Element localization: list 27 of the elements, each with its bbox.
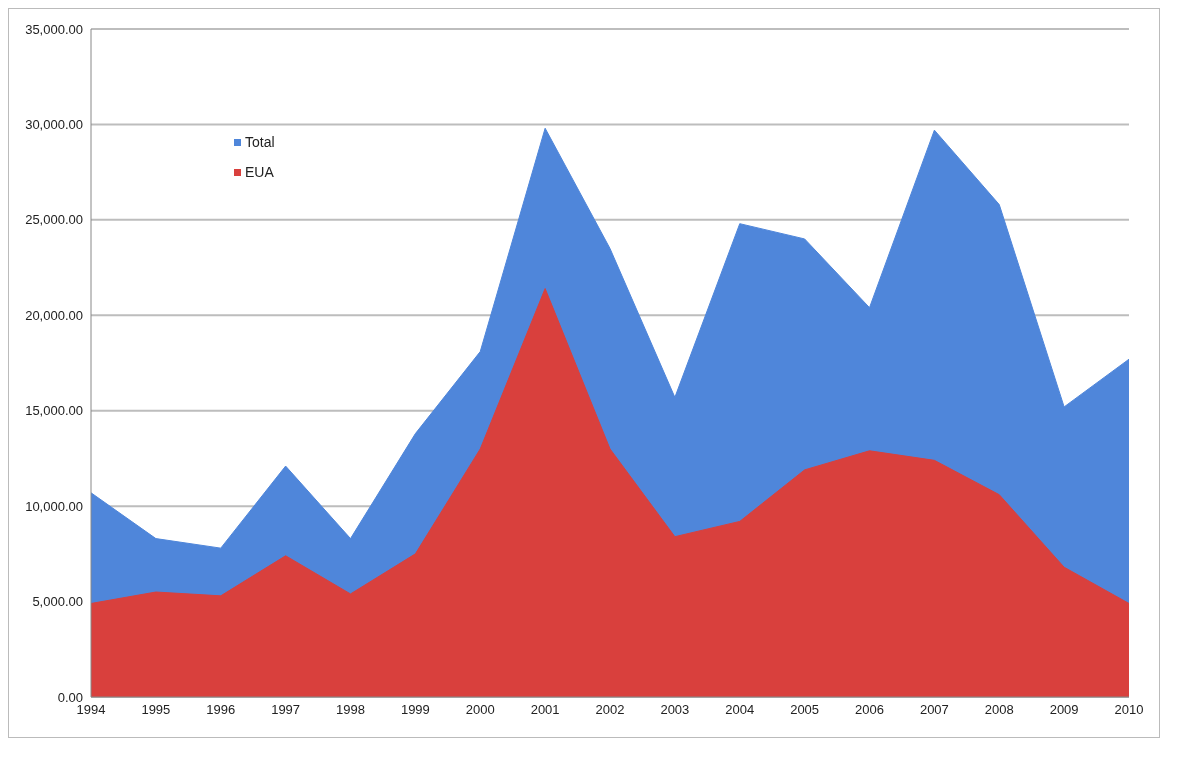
x-tick-label: 1994	[76, 702, 106, 718]
x-tick-label: 2002	[595, 702, 625, 718]
x-tick-label: 2000	[465, 702, 495, 718]
x-tick-label: 2001	[530, 702, 560, 718]
y-tick-label: 30,000.00	[25, 117, 83, 133]
x-tick-label: 1996	[206, 702, 236, 718]
x-tick-label: 1998	[336, 702, 365, 718]
x-tick-label: 2006	[855, 702, 884, 718]
x-tick-label: 1999	[400, 702, 430, 718]
y-tick-label: 0.00	[57, 689, 83, 705]
x-tick-label: 2009	[1049, 702, 1079, 718]
legend-label: EUA	[245, 164, 274, 180]
x-tick-label: 1995	[141, 702, 171, 718]
x-tick-label: 1997	[271, 702, 301, 718]
y-tick-label: 35,000.00	[25, 21, 83, 37]
x-tick-label: 2003	[660, 702, 690, 718]
legend-label: Total	[245, 134, 275, 150]
x-tick-label: 2007	[919, 702, 949, 718]
x-tick-label: 2008	[984, 702, 1014, 718]
y-tick-label: 20,000.00	[25, 307, 83, 323]
x-tick-label: 2004	[725, 702, 755, 718]
y-tick-label: 10,000.00	[25, 498, 83, 514]
y-tick-label: 5,000.00	[32, 594, 83, 610]
x-tick-label: 2010	[1114, 702, 1144, 718]
x-tick-label: 2005	[790, 702, 820, 718]
y-tick-label: 15,000.00	[25, 403, 83, 419]
y-tick-label: 25,000.00	[25, 212, 83, 228]
